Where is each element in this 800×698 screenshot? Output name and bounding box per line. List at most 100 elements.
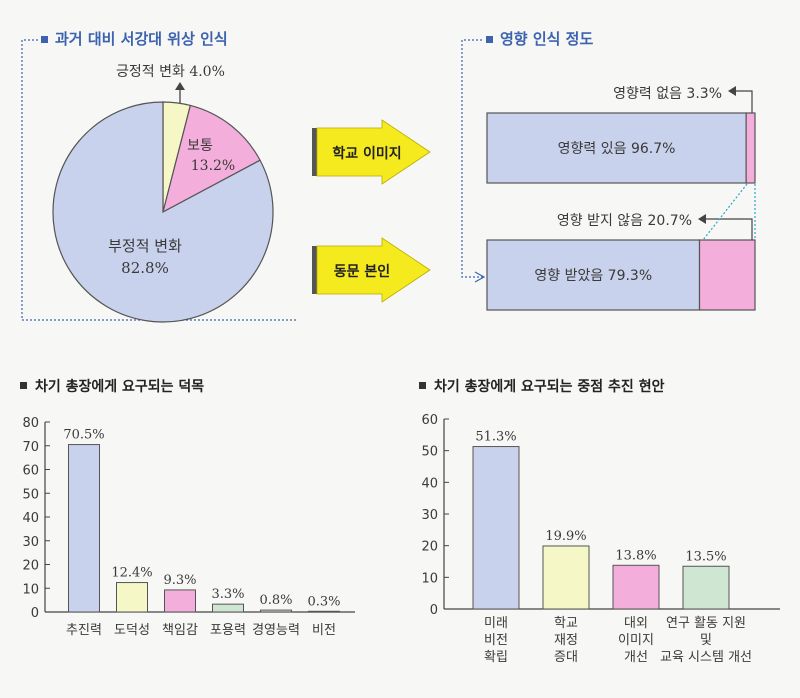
title-bullet-icon <box>486 36 493 43</box>
category-label: 및 <box>700 633 712 648</box>
y-tick-label: 10 <box>421 571 438 586</box>
pie-slice <box>52 101 274 323</box>
arrow-right-icon <box>316 119 431 185</box>
category-label: 경영능력 <box>252 623 300 638</box>
pie-chart <box>52 101 274 323</box>
title-bullet-icon <box>41 36 48 43</box>
arrow-tail-bar <box>312 246 317 294</box>
bar <box>260 609 292 613</box>
pie-label-positive: 긍정적 변화 4.0% <box>116 64 225 80</box>
stacked-bar-segment <box>486 239 701 311</box>
bar <box>308 610 340 613</box>
title-bullet-icon <box>419 382 426 389</box>
y-tick-label: 30 <box>421 508 438 523</box>
leader-no-influence <box>734 90 753 113</box>
arrow-tail-bar <box>312 128 317 176</box>
bar-value-label: 13.8% <box>615 548 656 563</box>
label-not-affected: 영향 받지 않음 20.7% <box>557 213 692 229</box>
bar-value-label: 3.3% <box>211 587 244 602</box>
pie-label-arrowhead-icon <box>175 82 185 90</box>
y-tick-label: 20 <box>421 540 438 555</box>
pie-value-neutral: 13.2% <box>191 158 235 174</box>
category-label: 재정 <box>554 633 578 648</box>
arrow-school-image: 학교 이미지 <box>312 119 431 185</box>
category-label: 확립 <box>484 650 508 665</box>
bar-value-label: 9.3% <box>163 573 196 588</box>
y-tick-label: 40 <box>22 511 39 526</box>
bar-value-label: 70.5% <box>63 428 104 443</box>
virtues-chart: 0 10 20 30 40 50 60 70 80 70.5% 추진력 12.4% 도덕성 9.3% 책임감… <box>22 416 355 638</box>
title-bullet-icon <box>20 382 27 389</box>
stacked-bar-label: 영향력 있음 96.7% <box>558 141 676 157</box>
pie-label-negative: 부정적 변화 <box>108 237 182 255</box>
pie-label-neutral: 보통 <box>187 138 213 154</box>
bar-value-label: 19.9% <box>545 529 586 544</box>
influence-panel: 영향 인식 정도 영향력 있음 96.7% 영향 받았음 79.3% 영향력 없음… <box>461 30 756 311</box>
arrow-right-icon <box>316 237 431 303</box>
stacked-bar-segment <box>486 112 747 184</box>
bar-value-label: 13.5% <box>685 549 726 564</box>
bar-value-label: 0.8% <box>259 593 292 608</box>
bar <box>164 589 196 613</box>
stacked-bar-segment <box>698 239 756 311</box>
pie-panel: 과거 대비 서강대 위상 인식 긍정적 변화 4.0% 보통 13.2% 부정적… <box>21 30 296 323</box>
y-tick-label: 60 <box>421 413 438 428</box>
influence-frame-line <box>461 39 484 278</box>
y-tick-label: 10 <box>22 582 39 597</box>
influence-frame-arrowhead-icon <box>474 271 486 283</box>
bar-value-label: 0.3% <box>307 594 340 609</box>
category-label: 도덕성 <box>114 623 150 638</box>
y-tick-label: 50 <box>421 445 438 460</box>
category-label: 비전 <box>484 633 508 648</box>
y-tick-label: 40 <box>421 476 438 491</box>
category-label: 비전 <box>312 623 336 638</box>
category-label: 포용력 <box>210 623 246 638</box>
bar <box>68 444 100 613</box>
category-label: 미래 <box>484 616 508 631</box>
y-tick-label: 80 <box>22 416 39 431</box>
bar <box>612 564 660 610</box>
virtues-title: 차기 총장에게 요구되는 덕목 <box>35 378 204 395</box>
y-tick-label: 0 <box>430 603 438 618</box>
y-tick-label: 30 <box>22 535 39 550</box>
category-label: 대외 <box>624 616 648 631</box>
bar <box>542 545 590 610</box>
influence-title: 영향 인식 정도 <box>500 30 593 48</box>
category-label: 개선 <box>624 650 648 665</box>
category-label: 학교 <box>554 616 578 631</box>
bar <box>682 565 730 610</box>
stacked-bar-segment <box>745 112 756 184</box>
agenda-panel: 차기 총장에게 요구되는 중점 추진 현안 0 10 20 30 40 50 60 51.3%… <box>419 378 780 665</box>
arrow-label-alumni: 동문 본인 <box>334 263 390 280</box>
pie-title: 과거 대비 서강대 위상 인식 <box>55 30 228 48</box>
virtues-panel: 차기 총장에게 요구되는 덕목 0 10 20 30 40 50 60 70 80 70.5% 추진… <box>20 378 355 638</box>
bar-value-label: 12.4% <box>111 566 152 581</box>
bar-value-label: 51.3% <box>475 430 516 445</box>
bar <box>116 582 148 613</box>
pie-slice <box>162 104 261 214</box>
label-no-influence: 영향력 없음 3.3% <box>613 86 722 102</box>
category-label: 교육 시스템 개선 <box>660 650 752 665</box>
leader-arrowhead-icon <box>698 214 706 224</box>
y-tick-label: 50 <box>22 487 39 502</box>
leader-arrowhead-icon <box>728 86 736 96</box>
arrow-alumni: 동문 본인 <box>312 237 431 303</box>
category-label: 연구 활동 지원 <box>666 616 746 631</box>
bar <box>472 446 520 610</box>
y-tick-label: 0 <box>31 606 39 621</box>
arrow-label-school-image: 학교 이미지 <box>332 145 401 162</box>
category-label: 이미지 <box>618 633 654 648</box>
y-tick-label: 20 <box>22 559 39 574</box>
stacked-bar-label: 영향 받았음 79.3% <box>534 268 652 284</box>
y-tick-label: 70 <box>22 440 39 455</box>
y-tick-label: 60 <box>22 464 39 479</box>
category-label: 증대 <box>554 650 578 665</box>
stacked-bars: 영향력 있음 96.7% 영향 받았음 79.3% <box>486 112 756 311</box>
agenda-title: 차기 총장에게 요구되는 중점 추진 현안 <box>434 378 665 395</box>
pie-value-negative: 82.8% <box>121 259 169 277</box>
connector-line <box>702 183 748 241</box>
category-label: 추진력 <box>66 623 102 638</box>
